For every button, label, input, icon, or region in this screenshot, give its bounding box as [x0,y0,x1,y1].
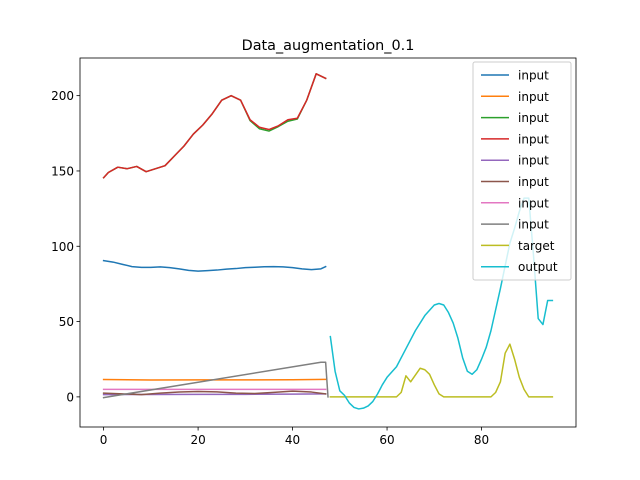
y-tick-label: 150 [51,164,74,178]
x-tick-label: 40 [285,433,300,447]
x-tick-label: 0 [100,433,108,447]
axes-layer: 0 20 40 60 80 0 50 100 150 200 [51,57,577,447]
x-tick-label: 80 [474,433,489,447]
legend-box [472,61,572,281]
y-tick-label: 0 [66,390,74,404]
series-line-2-input [102,378,327,381]
y-tick-label: 50 [59,315,74,329]
legend: input input input input input input input input… [472,61,572,281]
series-line-1-input [102,259,327,272]
y-tick-label: 200 [51,89,74,103]
legend-label: input [518,218,549,232]
x-tick-label: 20 [190,433,205,447]
legend-label: input [518,196,549,210]
series-line-8-input [102,361,329,399]
legend-label: input [518,175,549,189]
legend-label: input [518,154,549,168]
legend-label: input [518,90,549,104]
plot-frame [79,57,577,428]
series-line-6-input [102,390,327,396]
series-line-9-target [329,343,554,398]
chart-title: Data_augmentation_0.1 [242,38,415,54]
legend-label: output [518,260,558,274]
legend-label: input [518,111,549,125]
x-tick-label: 60 [379,433,394,447]
legend-label: input [518,132,549,146]
series-line-4-input [102,73,327,179]
y-tick-label: 100 [51,240,74,254]
legend-label: target [518,239,555,253]
legend-label: input [518,69,549,83]
